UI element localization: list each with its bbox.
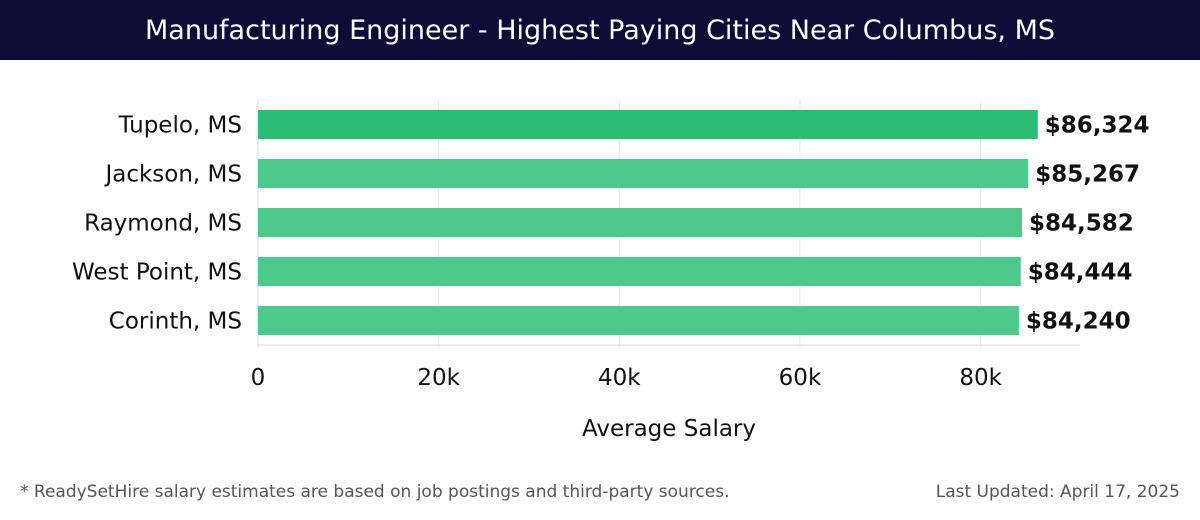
bar — [258, 208, 1023, 237]
bar — [258, 257, 1021, 286]
bar — [258, 159, 1029, 188]
category-label: Tupelo, MS — [118, 113, 242, 139]
category-label: Corinth, MS — [109, 309, 242, 335]
x-tick-label: 60k — [779, 365, 822, 391]
bar — [258, 306, 1019, 335]
category-label: West Point, MS — [72, 260, 242, 286]
footer-note: * ReadySetHire salary estimates are base… — [20, 482, 730, 502]
x-tick-label: 80k — [959, 365, 1002, 391]
value-label: $84,240 — [1026, 309, 1131, 335]
bar-chart: Tupelo, MS $86,324 Jackson, MS $85,267 Raymo… — [72, 100, 1150, 442]
x-tick-label: 0 — [251, 365, 266, 391]
value-label: $84,582 — [1029, 211, 1134, 237]
value-label: $84,444 — [1028, 260, 1133, 286]
chart-title: Manufacturing Engineer - Highest Paying … — [144, 14, 1056, 46]
title-bar: Manufacturing Engineer - Highest Paying … — [0, 0, 1200, 60]
x-tick-label: 20k — [417, 365, 460, 391]
category-label: Jackson, MS — [103, 162, 242, 188]
bar — [258, 110, 1038, 139]
footer-updated: Last Updated: April 17, 2025 — [935, 482, 1180, 502]
x-axis-title: Average Salary — [582, 416, 756, 442]
value-label: $86,324 — [1045, 113, 1150, 139]
x-tick-label: 40k — [598, 365, 641, 391]
category-label: Raymond, MS — [84, 211, 242, 237]
value-label: $85,267 — [1035, 162, 1140, 188]
